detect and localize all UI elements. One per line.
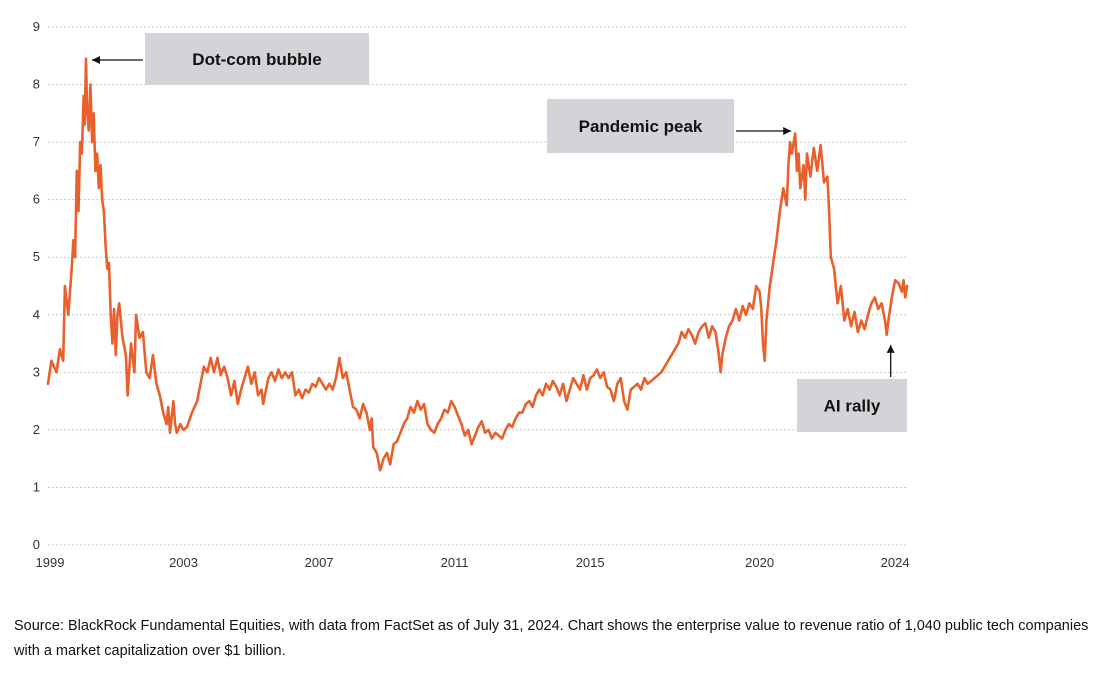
y-tick-label: 8	[33, 77, 40, 92]
annotation-label: Pandemic peak	[579, 117, 703, 136]
x-tick-label: 2007	[305, 555, 334, 570]
y-tick-label: 6	[33, 192, 40, 207]
y-tick-label: 4	[33, 307, 40, 322]
annotation-label: Dot-com bubble	[192, 50, 321, 69]
y-tick-label: 1	[33, 479, 40, 494]
x-tick-label: 2003	[169, 555, 198, 570]
x-tick-label: 2024	[881, 555, 910, 570]
x-tick-label: 1999	[36, 555, 65, 570]
annotation-arrowhead	[886, 344, 895, 353]
y-tick-label: 3	[33, 364, 40, 379]
y-tick-label: 2	[33, 422, 40, 437]
y-tick-label: 7	[33, 134, 40, 149]
annotation-arrowhead	[91, 56, 100, 64]
annotation-label: AI rally	[824, 397, 881, 416]
annotations: Dot-com bubble Pandemic peak AI rally	[91, 33, 907, 432]
gridlines	[48, 26, 907, 546]
annotation-arrowhead	[783, 127, 792, 135]
annotation-box	[547, 99, 734, 153]
annotation-ai-rally: AI rally	[797, 344, 907, 432]
annotation-dot-com-bubble: Dot-com bubble	[91, 33, 369, 85]
source-note: Source: BlackRock Fundamental Equities, …	[14, 618, 1089, 659]
x-tick-label: 2011	[441, 555, 469, 570]
x-tick-label: 2020	[745, 555, 774, 570]
series-layer	[46, 57, 909, 472]
y-axis-ticks: 0 1 2 3 4 5 6 7 8 9	[33, 19, 40, 552]
x-tick-label: 2015	[576, 555, 605, 570]
annotation-box	[797, 379, 907, 432]
annotation-box	[145, 33, 369, 85]
series-line	[46, 57, 909, 472]
x-axis-ticks: 1999 2003 2007 2011 2015 2020 2024	[36, 555, 910, 570]
y-tick-label: 0	[33, 537, 40, 552]
annotation-pandemic-peak: Pandemic peak	[547, 99, 792, 153]
y-tick-label: 9	[33, 19, 40, 34]
y-tick-label: 5	[33, 249, 40, 264]
